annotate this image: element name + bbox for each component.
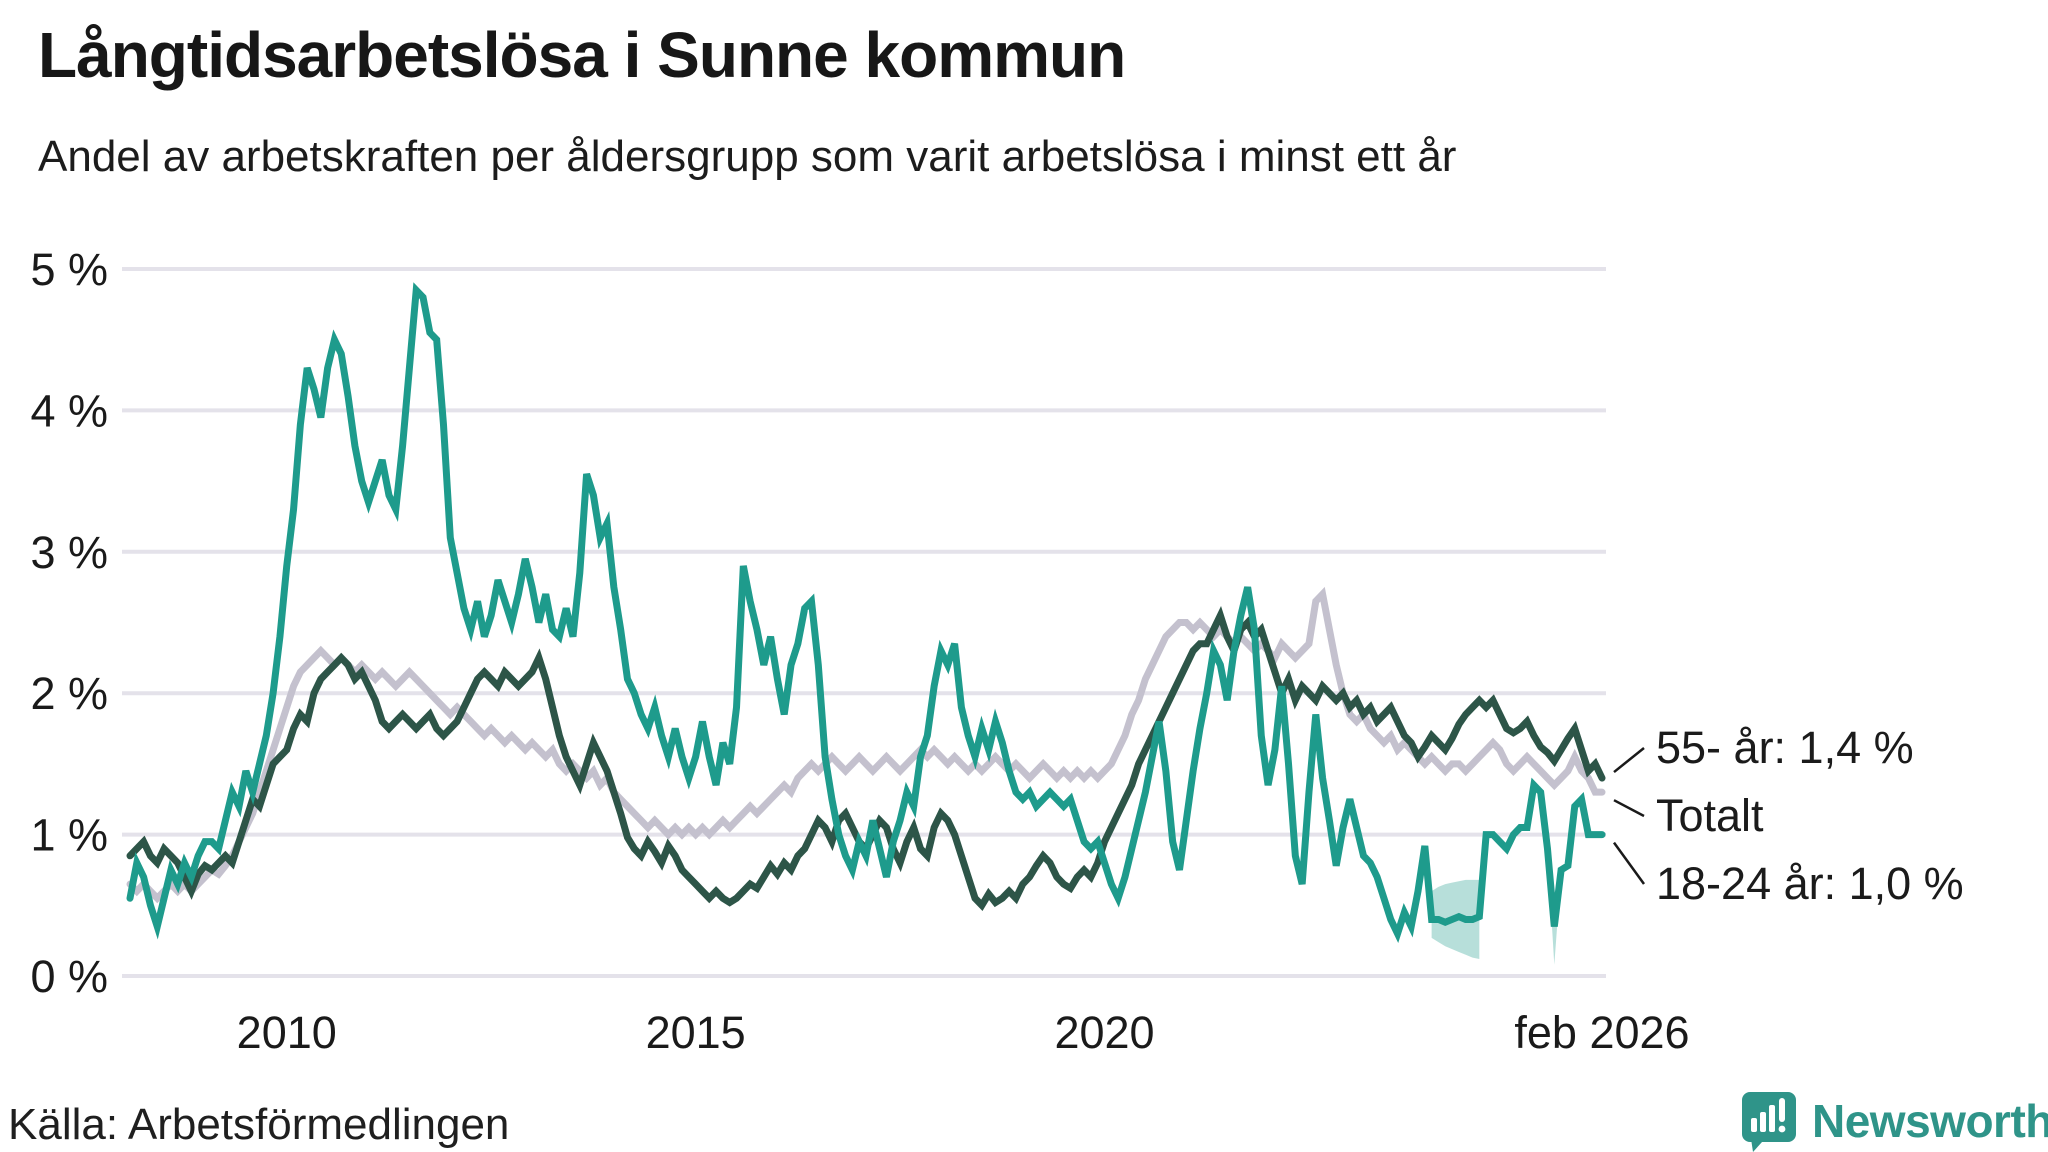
gridlines bbox=[122, 267, 1606, 978]
newsworthy-icon bbox=[1742, 1092, 1796, 1152]
series-line-18-24-r bbox=[126, 282, 1606, 943]
x-axis-tick: 2020 bbox=[1054, 1007, 1154, 1058]
y-axis-tick: 0 % bbox=[30, 951, 108, 1002]
annotation-leader-line bbox=[1612, 841, 1646, 885]
x-axis-tick: feb 2026 bbox=[1514, 1007, 1689, 1058]
page-title: Långtidsarbetslösa i Sunne kommun bbox=[38, 19, 1126, 91]
series-line-totalt bbox=[126, 586, 1606, 904]
x-axis-tick: 2010 bbox=[237, 1007, 337, 1058]
annotation-label-total: Totalt bbox=[1656, 790, 1764, 841]
y-axis-tick: 5 % bbox=[30, 244, 108, 295]
y-axis-tick: 1 % bbox=[30, 810, 108, 861]
newsworthy-wordmark: Newsworthy bbox=[1812, 1095, 2048, 1147]
data-series bbox=[126, 282, 1606, 943]
y-axis-tick: 4 % bbox=[30, 385, 108, 436]
uncertainty-bands bbox=[1431, 848, 1562, 965]
source-attribution: Källa: Arbetsförmedlingen bbox=[8, 1100, 510, 1149]
annotation-label-age55: 55- år: 1,4 % bbox=[1656, 722, 1914, 773]
annotation-leader-line bbox=[1613, 799, 1645, 818]
x-axis-tick: 2015 bbox=[646, 1007, 746, 1058]
newsworthy-logo[interactable]: Newsworthy bbox=[1740, 1090, 2048, 1152]
page-subtitle: Andel av arbetskraften per åldersgrupp s… bbox=[38, 132, 1457, 181]
axis-tick-labels: 5 % 4 % 3 % 2 % 1 % 0 % 2010 2015 2020 feb 2026 bbox=[30, 244, 1689, 1058]
annotation-label-age1824: 18-24 år: 1,0 % bbox=[1656, 858, 1964, 909]
y-axis-tick: 2 % bbox=[30, 668, 108, 719]
series-annotations: 55- år: 1,4 % Totalt 18-24 år: 1,0 % bbox=[1612, 722, 1964, 909]
y-axis-tick: 3 % bbox=[30, 527, 108, 578]
annotation-leader-line bbox=[1613, 747, 1645, 774]
